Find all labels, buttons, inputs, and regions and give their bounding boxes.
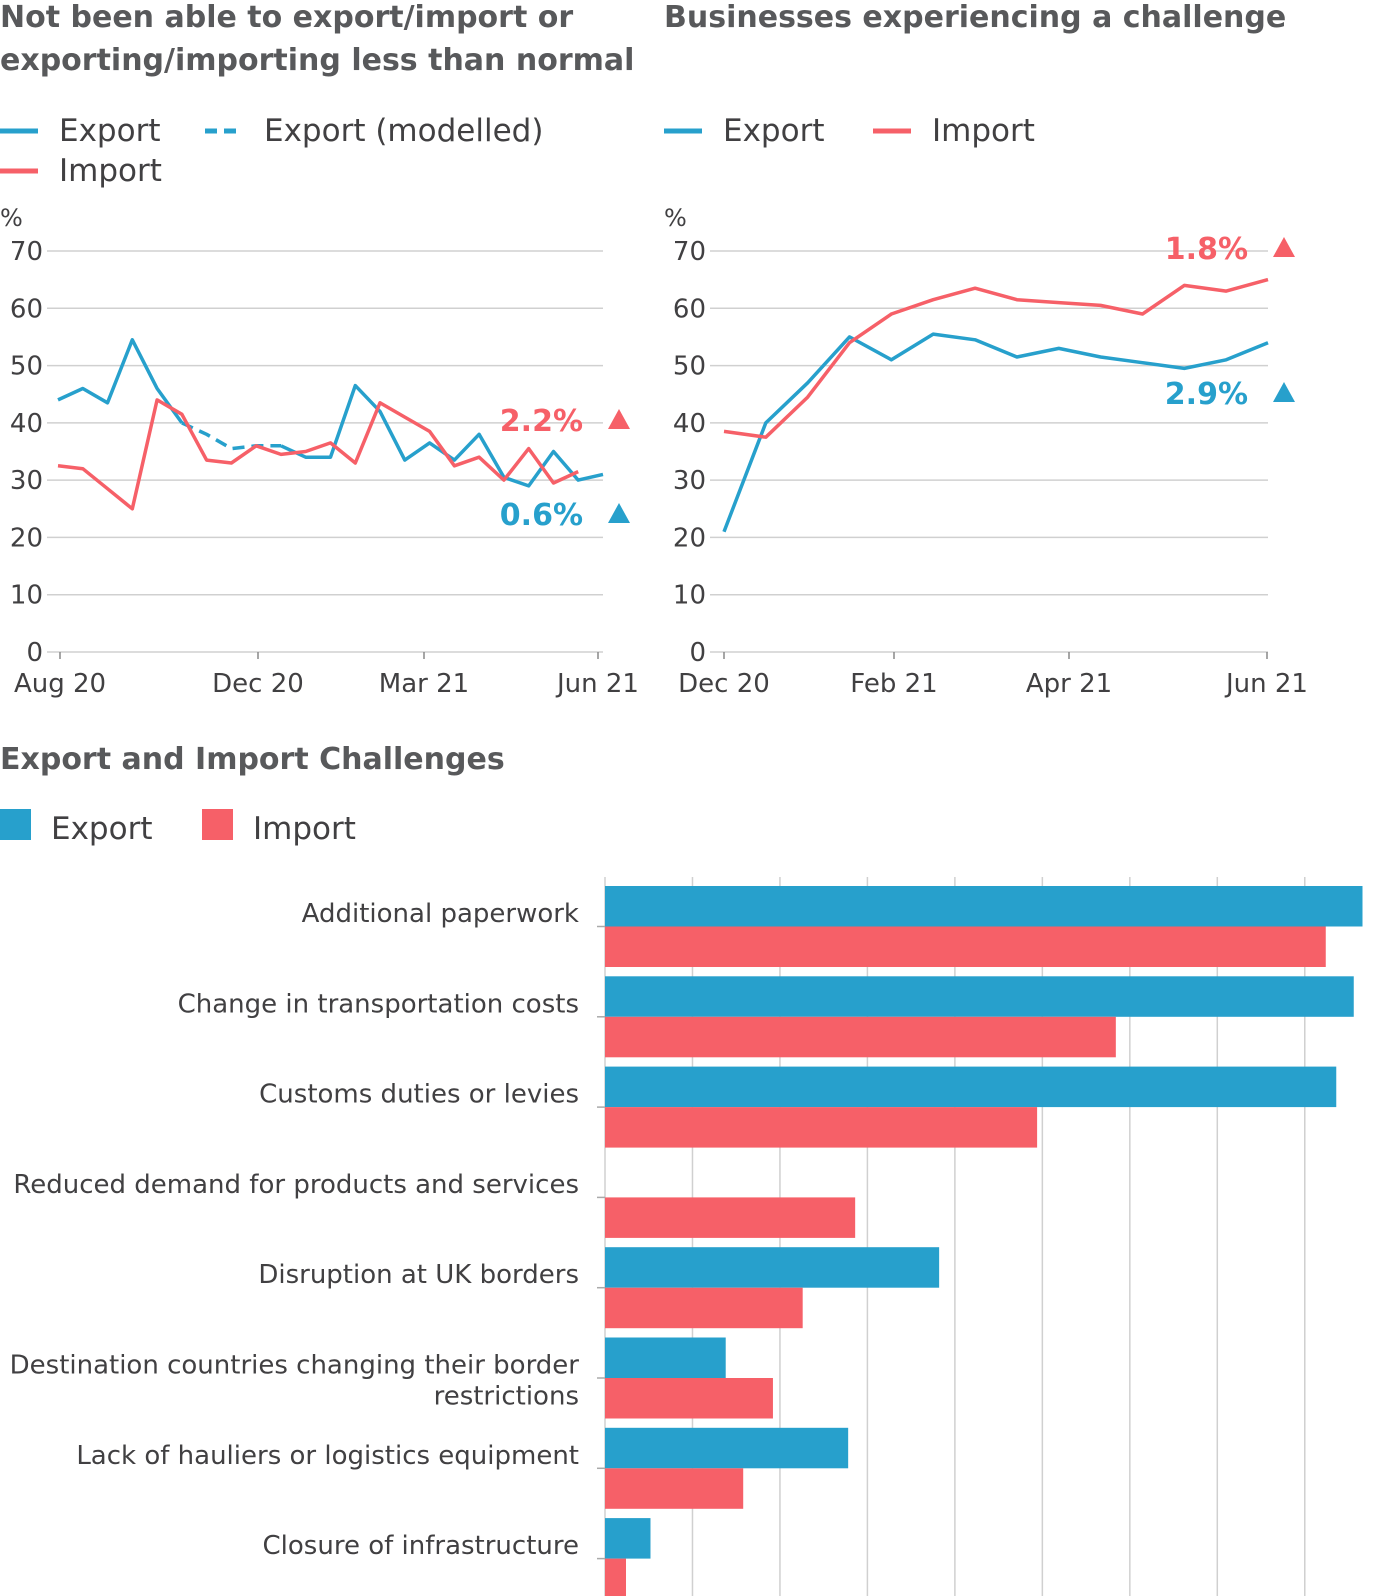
category-label: Closure of infrastructure	[263, 1531, 579, 1561]
chart-title: Not been able to export/import or	[0, 0, 573, 35]
bar-import	[605, 1378, 773, 1419]
x-tick-label: Aug 20	[14, 669, 106, 699]
bar-export	[605, 1066, 1337, 1108]
chart-challenges-bars: Export and Import Challenges Export Import…	[0, 742, 1363, 1596]
x-tick-label: Apr 21	[1026, 669, 1112, 699]
y-tick-label: 30	[10, 466, 43, 496]
up-triangle-icon	[608, 503, 630, 523]
y-tick-label: 0	[689, 638, 706, 668]
legend-label: Export	[59, 113, 160, 149]
chart-title: exporting/importing less than normal	[0, 43, 634, 78]
category-label: Reduced demand for products and services	[13, 1170, 579, 1200]
y-tick-label: 20	[10, 523, 43, 553]
bar-export	[605, 1247, 940, 1288]
change-annotation: 0.6%	[500, 498, 583, 533]
y-tick-label: 70	[10, 237, 43, 267]
y-tick-label: 0	[26, 638, 43, 668]
y-tick-label: 20	[673, 523, 706, 553]
y-tick-label: 10	[10, 581, 43, 611]
chart-businesses-challenge: Businesses experiencing a challenge Expor…	[664, 0, 1308, 699]
y-tick-label: 60	[673, 294, 706, 324]
y-tick-label: 10	[673, 581, 706, 611]
category-label: Disruption at UK borders	[258, 1260, 579, 1290]
legend-label: Import	[59, 153, 162, 189]
y-tick-label: 60	[10, 294, 43, 324]
y-tick-label: 40	[10, 409, 43, 439]
x-tick-label: Jun 21	[555, 669, 639, 699]
y-unit-label: %	[664, 204, 687, 232]
y-tick-label: 50	[673, 352, 706, 382]
bar-export	[605, 1427, 849, 1469]
category-label: Destination countries changing their bor…	[10, 1351, 580, 1381]
bar-export	[605, 886, 1363, 927]
chart-title: Businesses experiencing a challenge	[664, 0, 1286, 35]
bar-import	[605, 1558, 626, 1596]
bar-export	[605, 1337, 726, 1378]
bar-import	[605, 1468, 744, 1509]
y-tick-label: 70	[673, 237, 706, 267]
bar-import	[605, 926, 1326, 967]
y-tick-label: 30	[673, 466, 706, 496]
legend-swatch	[0, 809, 31, 840]
category-label: restrictions	[434, 1382, 579, 1412]
chart-title: Export and Import Challenges	[0, 742, 505, 777]
series-line-import	[57, 398, 579, 511]
series-line-export	[722, 332, 1269, 533]
category-label: Additional paperwork	[302, 899, 579, 929]
bar-export	[605, 976, 1354, 1017]
y-unit-label: %	[0, 204, 23, 232]
x-tick-label: Mar 21	[379, 669, 469, 699]
category-label: Lack of hauliers or logistics equipment	[76, 1441, 579, 1471]
series-line-import	[723, 277, 1269, 439]
category-label: Change in transportation costs	[178, 989, 579, 1019]
legend-label: Import	[253, 811, 356, 847]
legend-label: Export (modelled)	[264, 113, 543, 149]
legend-swatch	[202, 809, 233, 840]
up-triangle-icon	[1273, 382, 1295, 402]
change-annotation: 2.9%	[1165, 377, 1248, 412]
y-tick-label: 50	[10, 352, 43, 382]
legend-label: Import	[932, 113, 1035, 149]
bar-export	[605, 1518, 651, 1559]
y-tick-label: 40	[673, 409, 706, 439]
category-label: Customs duties or levies	[259, 1080, 579, 1110]
x-tick-label: Jun 21	[1224, 669, 1308, 699]
bar-import	[605, 1107, 1038, 1148]
chart-export-import-unable: Not been able to export/import or exporti…	[0, 0, 639, 699]
change-annotation: 1.8%	[1165, 232, 1248, 267]
x-tick-label: Feb 21	[850, 669, 937, 699]
bar-import	[605, 1197, 856, 1238]
up-triangle-icon	[1273, 237, 1295, 257]
up-triangle-icon	[608, 409, 630, 429]
legend-label: Export	[723, 113, 824, 149]
x-tick-label: Dec 20	[678, 669, 770, 699]
bar-import	[605, 1287, 803, 1329]
bar-import	[605, 1016, 1116, 1058]
x-tick-label: Dec 20	[212, 669, 304, 699]
legend-label: Export	[51, 811, 152, 847]
change-annotation: 2.2%	[500, 404, 583, 439]
